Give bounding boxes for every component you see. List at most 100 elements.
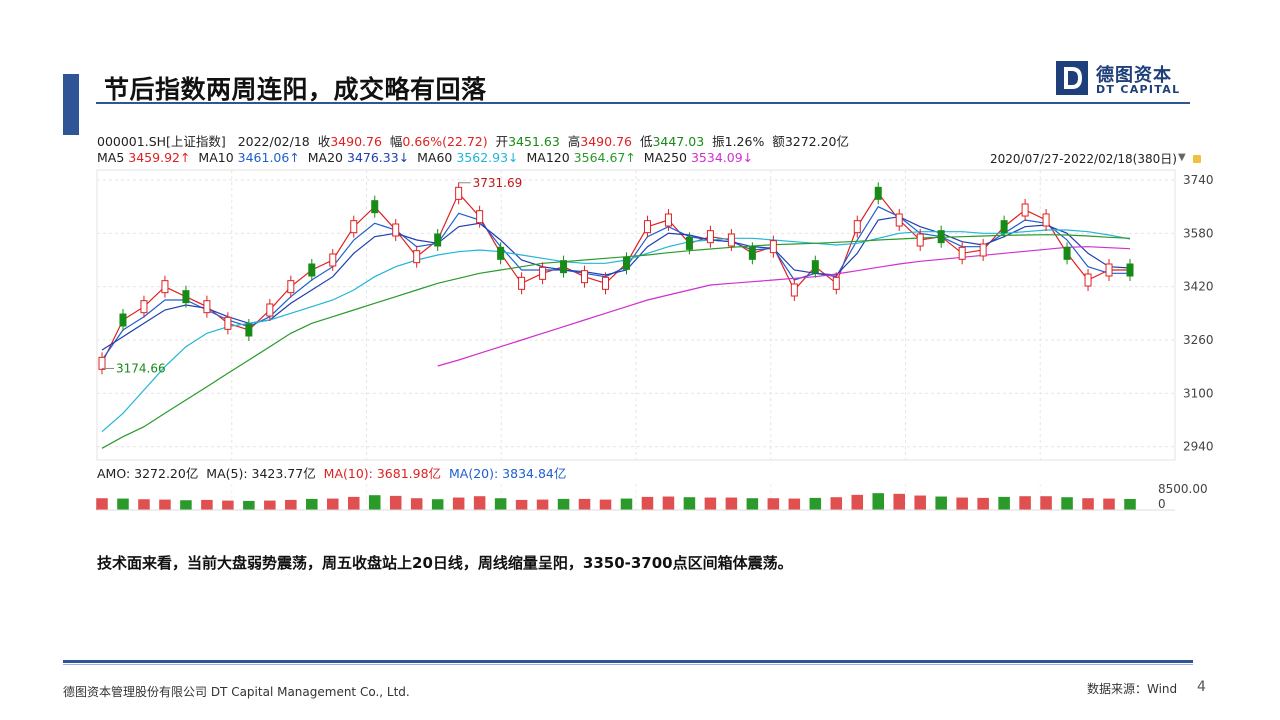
candle-body bbox=[643, 220, 651, 234]
volume-bar bbox=[956, 497, 968, 510]
lock-icon bbox=[1193, 155, 1201, 163]
logo-text-en: DT CAPITAL bbox=[1096, 83, 1181, 96]
vol-ma20: MA(20): 3834.84亿 bbox=[449, 466, 567, 481]
volume-bar bbox=[914, 495, 926, 510]
ma-line-ma60 bbox=[101, 229, 1131, 433]
candle-body bbox=[811, 260, 819, 274]
volume-bar bbox=[222, 500, 234, 510]
ma-lines bbox=[98, 182, 1134, 449]
volume-bar bbox=[494, 498, 507, 510]
candle-body bbox=[895, 213, 903, 227]
candle-body bbox=[1084, 273, 1092, 287]
volume-bar bbox=[431, 499, 444, 510]
volume-bar bbox=[327, 498, 339, 510]
ma-line-ma10 bbox=[101, 205, 1130, 361]
quote-code: 000001.SH[上证指数] bbox=[97, 134, 226, 149]
volume-bar bbox=[872, 493, 885, 510]
ma-value-2: 3476.33↓ bbox=[347, 150, 410, 165]
volume-bar bbox=[935, 496, 947, 510]
volume-bar bbox=[1061, 497, 1073, 510]
candle-body bbox=[455, 186, 463, 200]
volume-bar bbox=[410, 498, 423, 510]
candle-body bbox=[371, 200, 379, 214]
candle-body bbox=[979, 243, 987, 257]
volume-legend: AMO: 3272.20亿 MA(5): 3423.77亿 MA(10): 36… bbox=[97, 463, 566, 482]
footer-divider-thin bbox=[63, 664, 1193, 665]
dropdown-arrow-icon[interactable]: ▼ bbox=[1178, 152, 1186, 163]
candle-body bbox=[727, 233, 735, 247]
candle-body bbox=[434, 233, 442, 247]
volume-bar bbox=[515, 499, 528, 510]
volume-bar bbox=[977, 497, 989, 510]
volume-bar bbox=[389, 495, 402, 510]
ma-value-5: 3534.09↓ bbox=[690, 150, 754, 165]
chart-grid bbox=[96, 169, 1176, 510]
candle-body bbox=[602, 276, 610, 290]
volume-bar bbox=[998, 496, 1010, 510]
candle-body bbox=[769, 240, 777, 254]
title-accent-bar bbox=[63, 74, 79, 135]
candle-body bbox=[853, 220, 861, 234]
ma-label-2: MA20 bbox=[307, 150, 344, 165]
ma-label-3: MA60 bbox=[417, 150, 453, 165]
candle-body bbox=[832, 276, 840, 290]
candle-body bbox=[748, 246, 756, 260]
volume-bar bbox=[830, 497, 843, 510]
volume-bars bbox=[96, 493, 1175, 511]
ma-line-ma250 bbox=[437, 246, 1131, 367]
high-value: 3490.76 bbox=[580, 134, 632, 149]
ma-value-4: 3564.67↑ bbox=[573, 150, 636, 165]
volume-bar bbox=[285, 499, 297, 510]
candle-body bbox=[790, 283, 798, 297]
high-label: 高 bbox=[567, 134, 581, 149]
candle-body bbox=[476, 210, 484, 224]
dt-logo-icon bbox=[1056, 61, 1088, 95]
candle-body bbox=[581, 270, 589, 284]
y-tick-label: 3260 bbox=[1183, 333, 1214, 347]
candle-body bbox=[413, 250, 421, 264]
volume-bar bbox=[683, 497, 696, 510]
candle-body bbox=[937, 230, 945, 244]
candle-body bbox=[203, 300, 211, 314]
volume-bar bbox=[851, 494, 864, 510]
volume-bar bbox=[180, 500, 192, 510]
analysis-text: 技术面来看，当前大盘弱势震荡，周五收盘站上20日线，周线缩量呈阳，3350-37… bbox=[97, 554, 793, 572]
volume-bar bbox=[1019, 496, 1031, 510]
vol-tick-label: 8500.00 bbox=[1158, 482, 1208, 496]
footer-divider bbox=[63, 660, 1193, 663]
candle-body bbox=[916, 233, 924, 247]
volume-bar bbox=[452, 497, 465, 510]
ma-label-5: MA250 bbox=[643, 150, 687, 165]
vol-tick-label: 0 bbox=[1158, 497, 1166, 511]
volume-bar bbox=[578, 498, 591, 510]
date-range-selector[interactable]: 2020/07/27-2022/02/18(380日) bbox=[990, 152, 1177, 166]
change-value: 0.66%(22.72) bbox=[402, 134, 488, 149]
candle-body bbox=[392, 223, 400, 237]
company-logo: 德图资本 DT CAPITAL bbox=[1056, 61, 1196, 97]
y-axis-labels: 3740 3580 3420 3260 3100 2940 8500.000 bbox=[1158, 173, 1214, 511]
chart-annotations: 3731.69 3174.66 bbox=[102, 176, 522, 375]
y-tick-label: 2940 bbox=[1183, 440, 1214, 454]
volume-bar bbox=[536, 499, 549, 510]
volume-bar bbox=[117, 498, 129, 510]
candle-body bbox=[1063, 246, 1071, 260]
volume-bar bbox=[1082, 498, 1094, 510]
amount-label: 额 bbox=[772, 134, 785, 149]
candle-body bbox=[224, 316, 232, 330]
candle-body bbox=[518, 276, 526, 290]
volume-bar bbox=[725, 497, 738, 510]
ma-label-4: MA120 bbox=[526, 150, 570, 165]
amp-value: 1.26% bbox=[724, 134, 765, 149]
ma-line-ma5 bbox=[101, 192, 1130, 364]
volume-bar bbox=[138, 499, 150, 510]
low-value: 3447.03 bbox=[652, 134, 705, 149]
volume-bar bbox=[347, 496, 360, 510]
volume-bar bbox=[473, 496, 486, 510]
change-label: 幅 bbox=[389, 134, 403, 149]
volume-bar bbox=[620, 498, 633, 510]
volume-bar bbox=[557, 498, 570, 510]
ma-value-1: 3461.06↑ bbox=[237, 150, 300, 165]
candle-body bbox=[685, 236, 693, 250]
candle-body bbox=[958, 246, 966, 260]
